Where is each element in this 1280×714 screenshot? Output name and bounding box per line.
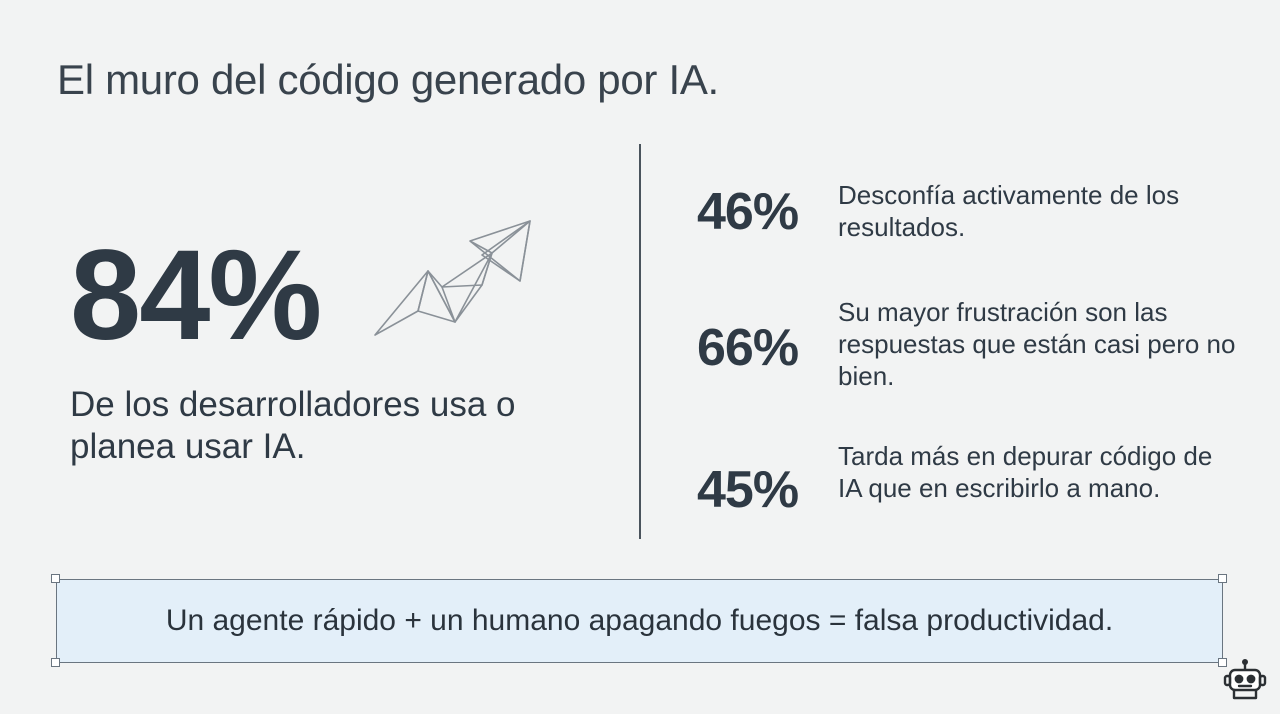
stat-value: 46% <box>697 183 799 241</box>
main-stat-value: 84% <box>70 224 322 367</box>
stat-description: Su mayor frustración son las respuestas … <box>838 297 1236 391</box>
resize-handle-bottom-left[interactable] <box>51 658 60 667</box>
resize-handle-top-left[interactable] <box>51 574 60 583</box>
stat-value: 66% <box>697 319 799 377</box>
callout-text: Un agente rápido + un humano apagando fu… <box>165 604 1114 637</box>
robot-icon <box>1223 659 1267 700</box>
resize-handle-top-right[interactable] <box>1218 574 1227 583</box>
slide-title: El muro del código generado por IA. <box>57 56 719 103</box>
main-stat-caption: De los desarrolladores usa o planea usar… <box>70 385 516 466</box>
callout-box[interactable]: Un agente rápido + un humano apagando fu… <box>56 579 1223 663</box>
stat-description: Tarda más en depurar código de IA que en… <box>838 441 1213 503</box>
divider <box>639 144 641 539</box>
stat-description: Desconfía activamente de los resultados. <box>838 180 1180 242</box>
trend-up-arrow-icon <box>374 220 531 336</box>
resize-handle-bottom-right[interactable] <box>1218 658 1227 667</box>
stat-value: 45% <box>697 461 799 519</box>
